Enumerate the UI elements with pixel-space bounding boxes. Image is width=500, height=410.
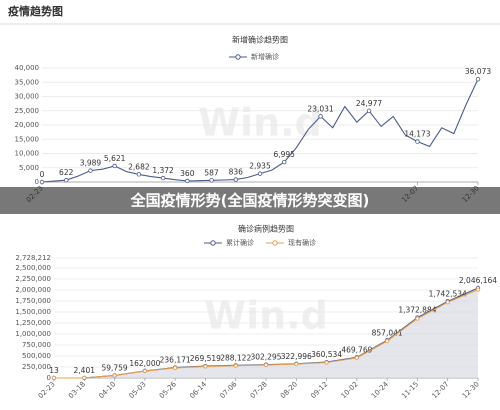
point	[112, 163, 117, 169]
point	[82, 375, 87, 380]
data-label: 360,534	[311, 350, 342, 359]
data-label: 0	[40, 170, 45, 179]
chart-title: 确诊病例趋势图	[238, 224, 294, 234]
legend-marker	[235, 54, 241, 60]
data-label: 13	[49, 366, 59, 375]
point	[318, 114, 323, 119]
page-title: 疫情趋势图	[8, 4, 63, 18]
legend-marker	[272, 240, 278, 246]
data-label: 587	[204, 168, 219, 177]
point	[203, 364, 208, 369]
data-label: 3,989	[80, 159, 102, 168]
y-tick-label: 1,500,000	[15, 308, 51, 316]
banner-bg	[0, 187, 500, 214]
y-tick-label: 0	[47, 374, 51, 382]
y-tick-label: 2,250,000	[15, 275, 51, 283]
data-label: 2,401	[74, 366, 96, 375]
legend-label: 累计确诊	[226, 238, 254, 247]
point	[136, 172, 142, 177]
y-tick-label: 2,728,212	[15, 254, 51, 262]
banner: 全国疫情形势(全国疫情形势突变图)	[130, 192, 370, 210]
point	[366, 108, 372, 114]
point	[209, 178, 214, 183]
point	[142, 369, 147, 374]
y-tick-label: 2,000,000	[15, 286, 51, 294]
point	[415, 316, 420, 321]
point	[475, 76, 481, 82]
point	[475, 287, 480, 292]
y-tick-label: 500,000	[22, 352, 51, 360]
point	[173, 365, 178, 370]
data-label: 857,041	[372, 328, 403, 337]
chart-title: 新增确诊趋势图	[232, 35, 288, 45]
data-label: 59,759	[101, 363, 127, 372]
watermark: Win.d	[198, 101, 322, 145]
data-label: 836	[229, 168, 244, 177]
y-tick-label: 10,000	[15, 150, 40, 158]
point	[52, 375, 57, 380]
legend-label: 新增确诊	[251, 52, 279, 61]
point	[385, 339, 390, 344]
point	[294, 362, 299, 367]
data-label: 23,031	[307, 104, 333, 113]
y-tick-label: 1,000,000	[15, 330, 51, 338]
y-tick-label: 1,250,000	[15, 319, 51, 327]
data-label: 622	[59, 168, 74, 177]
y-tick-label: 25,000	[15, 107, 40, 115]
data-label: 1,742,534	[429, 289, 467, 298]
point	[112, 373, 117, 378]
point	[354, 355, 359, 360]
point	[415, 139, 420, 144]
data-label: 2,935	[249, 162, 271, 171]
y-tick-label: 750,000	[22, 341, 51, 349]
data-label: 5,621	[104, 154, 126, 163]
legend-marker	[210, 240, 216, 246]
y-tick-label: 40,000	[15, 64, 40, 72]
legend-label: 现有确诊	[288, 238, 316, 247]
data-label: 14,173	[404, 130, 430, 139]
data-label: 288,122	[220, 353, 251, 362]
data-label: 36,073	[465, 67, 491, 76]
point	[39, 179, 45, 185]
point	[160, 175, 166, 181]
data-label: 469,769	[341, 345, 372, 354]
point	[324, 360, 329, 365]
data-label: 24,977	[356, 99, 382, 108]
point	[282, 159, 287, 165]
y-tick-label: 0	[35, 178, 39, 186]
point	[185, 178, 190, 184]
y-tick-label: 2,500,000	[15, 264, 51, 272]
y-tick-label: 35,000	[15, 78, 40, 86]
y-tick-label: 20,000	[15, 121, 40, 129]
data-label: 269,519	[190, 354, 221, 363]
data-label: 1,372,884	[398, 306, 436, 315]
y-tick-label: 5,000	[19, 164, 39, 172]
data-label: 2,682	[128, 162, 150, 171]
data-label: 2,046,164	[459, 276, 497, 285]
y-tick-label: 30,000	[15, 93, 40, 101]
point	[445, 300, 450, 305]
y-tick-label: 1,750,000	[15, 297, 51, 305]
y-tick-label: 250,000	[22, 363, 51, 371]
data-label: 236,171	[160, 356, 191, 365]
point	[88, 168, 93, 173]
data-label: 6,995	[273, 150, 295, 159]
data-label: 1,372	[152, 166, 174, 175]
point	[233, 177, 238, 182]
area	[54, 288, 478, 378]
data-label: 322,996	[281, 352, 312, 361]
data-label: 360	[180, 169, 195, 178]
data-label: 302,295	[250, 353, 281, 362]
point	[257, 171, 263, 176]
watermark: Win.d	[204, 294, 328, 338]
point	[263, 363, 268, 368]
data-label: 162,000	[129, 359, 160, 368]
point	[233, 363, 238, 368]
y-tick-label: 15,000	[15, 135, 40, 143]
point	[64, 178, 69, 183]
